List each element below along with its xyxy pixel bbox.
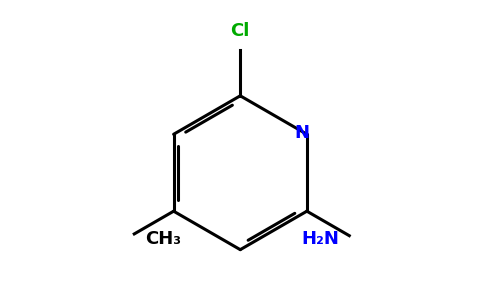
Text: Cl: Cl — [230, 22, 250, 40]
Text: CH₃: CH₃ — [145, 230, 181, 248]
Text: H₂N: H₂N — [301, 230, 339, 248]
Text: N: N — [294, 124, 309, 142]
